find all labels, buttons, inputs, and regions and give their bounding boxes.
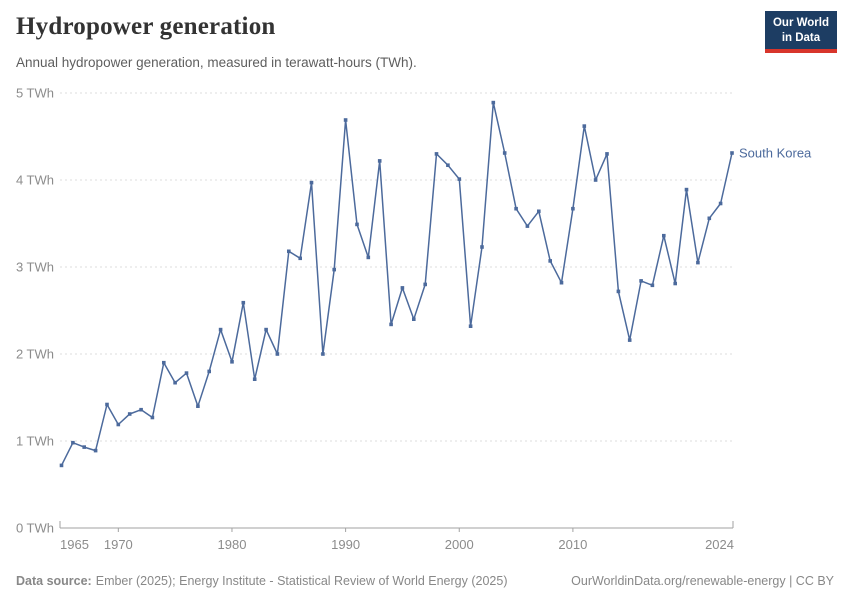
data-point <box>696 260 700 265</box>
data-point <box>537 209 541 214</box>
data-point <box>684 187 689 192</box>
data-source: Data source: Ember (2025); Energy Institu… <box>16 574 507 588</box>
data-point <box>275 352 280 356</box>
data-point <box>582 124 587 128</box>
data-point <box>321 352 325 356</box>
data-point <box>616 289 621 294</box>
y-tick-label: 2 TWh <box>16 347 54 362</box>
data-point <box>162 360 166 365</box>
data-point <box>207 369 211 374</box>
data-point <box>491 100 496 105</box>
x-tick-label: 1970 <box>104 537 133 552</box>
data-point <box>662 233 666 238</box>
data-point <box>423 282 427 287</box>
data-point <box>605 152 609 156</box>
data-point <box>59 463 64 468</box>
owid-logo[interactable]: Our World in Data <box>764 11 837 53</box>
y-tick-label: 4 TWh <box>16 173 54 188</box>
data-point <box>343 118 348 122</box>
data-point <box>514 206 518 211</box>
page-subtitle: Annual hydropower generation, measured i… <box>16 55 417 70</box>
data-point <box>93 448 98 453</box>
owid-logo-line2: in Data <box>781 31 821 44</box>
data-point <box>264 327 268 332</box>
page-title: Hydropower generation <box>16 13 276 40</box>
data-point <box>355 222 359 227</box>
y-tick-label: 5 TWh <box>16 86 54 101</box>
x-tick-label: 2000 <box>445 537 474 552</box>
data-point <box>673 281 677 286</box>
owid-logo-line1: Our World <box>772 17 829 29</box>
data-point <box>389 322 393 327</box>
data-point <box>400 286 405 290</box>
data-point <box>627 338 632 342</box>
chart-footer: Data source: Ember (2025); Energy Institu… <box>16 574 834 588</box>
data-source-label: Data source: <box>16 574 92 588</box>
y-tick-label: 1 TWh <box>16 434 54 449</box>
x-tick-label: 1990 <box>331 537 360 552</box>
data-point <box>718 201 723 206</box>
data-point <box>71 440 75 445</box>
data-point <box>218 327 223 332</box>
y-tick-label: 3 TWh <box>16 260 54 275</box>
data-point <box>116 422 121 427</box>
y-tick-label: 0 TWh <box>16 521 54 536</box>
series-line <box>60 101 733 466</box>
data-point <box>559 280 564 285</box>
data-point <box>377 159 382 163</box>
data-point <box>446 163 450 167</box>
series-label: South Korea <box>739 146 812 161</box>
data-point <box>150 415 155 420</box>
citation-link[interactable]: OurWorldinData.org/renewable-energy | CC… <box>571 574 834 588</box>
data-point <box>287 249 291 254</box>
data-point <box>173 380 177 385</box>
x-tick-label: 1980 <box>218 537 247 552</box>
data-point <box>127 412 132 416</box>
data-point <box>298 256 302 261</box>
data-point <box>196 404 200 408</box>
data-point <box>139 407 143 412</box>
data-point <box>707 216 712 221</box>
data-point <box>434 152 439 156</box>
data-point <box>480 245 484 249</box>
data-point <box>468 324 473 328</box>
x-tick-label: 2010 <box>558 537 587 552</box>
data-point <box>525 224 530 228</box>
data-point <box>82 445 86 449</box>
x-tick-label: 1965 <box>60 537 89 552</box>
data-point <box>241 300 246 305</box>
data-point <box>309 180 314 185</box>
data-point <box>366 255 371 260</box>
data-point <box>457 177 462 181</box>
data-point <box>105 402 109 407</box>
data-point <box>571 206 575 211</box>
data-point <box>252 377 257 381</box>
x-tick-label: 2024 <box>705 537 734 552</box>
data-point <box>332 267 336 272</box>
data-point <box>730 151 734 155</box>
data-point <box>548 259 552 263</box>
data-point <box>639 279 643 283</box>
data-point <box>593 178 598 182</box>
data-point <box>650 283 655 288</box>
data-point <box>412 317 416 321</box>
data-point <box>184 371 189 375</box>
data-source-text: Ember (2025); Energy Institute - Statist… <box>95 574 508 588</box>
data-point <box>502 151 507 155</box>
data-point <box>230 360 234 364</box>
